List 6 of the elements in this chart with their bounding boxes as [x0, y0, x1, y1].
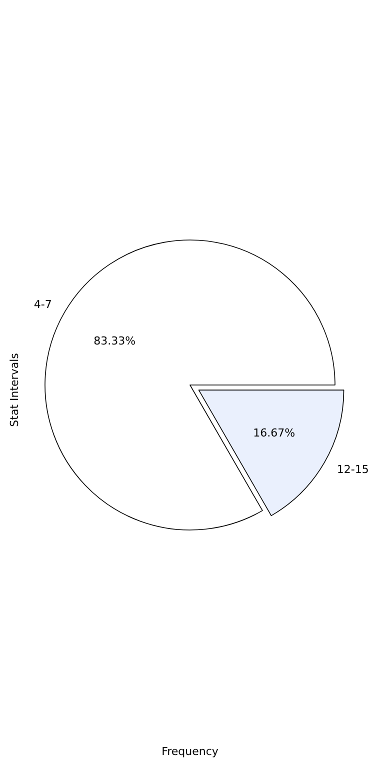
- slice-label: 12-15: [336, 462, 369, 476]
- text: Frequency: [162, 745, 219, 758]
- data-label: 16.67%: [253, 426, 296, 440]
- text: Stat Intervals: [8, 352, 21, 427]
- slice-label: 4-7: [34, 298, 52, 312]
- data-label: 83.33%: [94, 334, 136, 348]
